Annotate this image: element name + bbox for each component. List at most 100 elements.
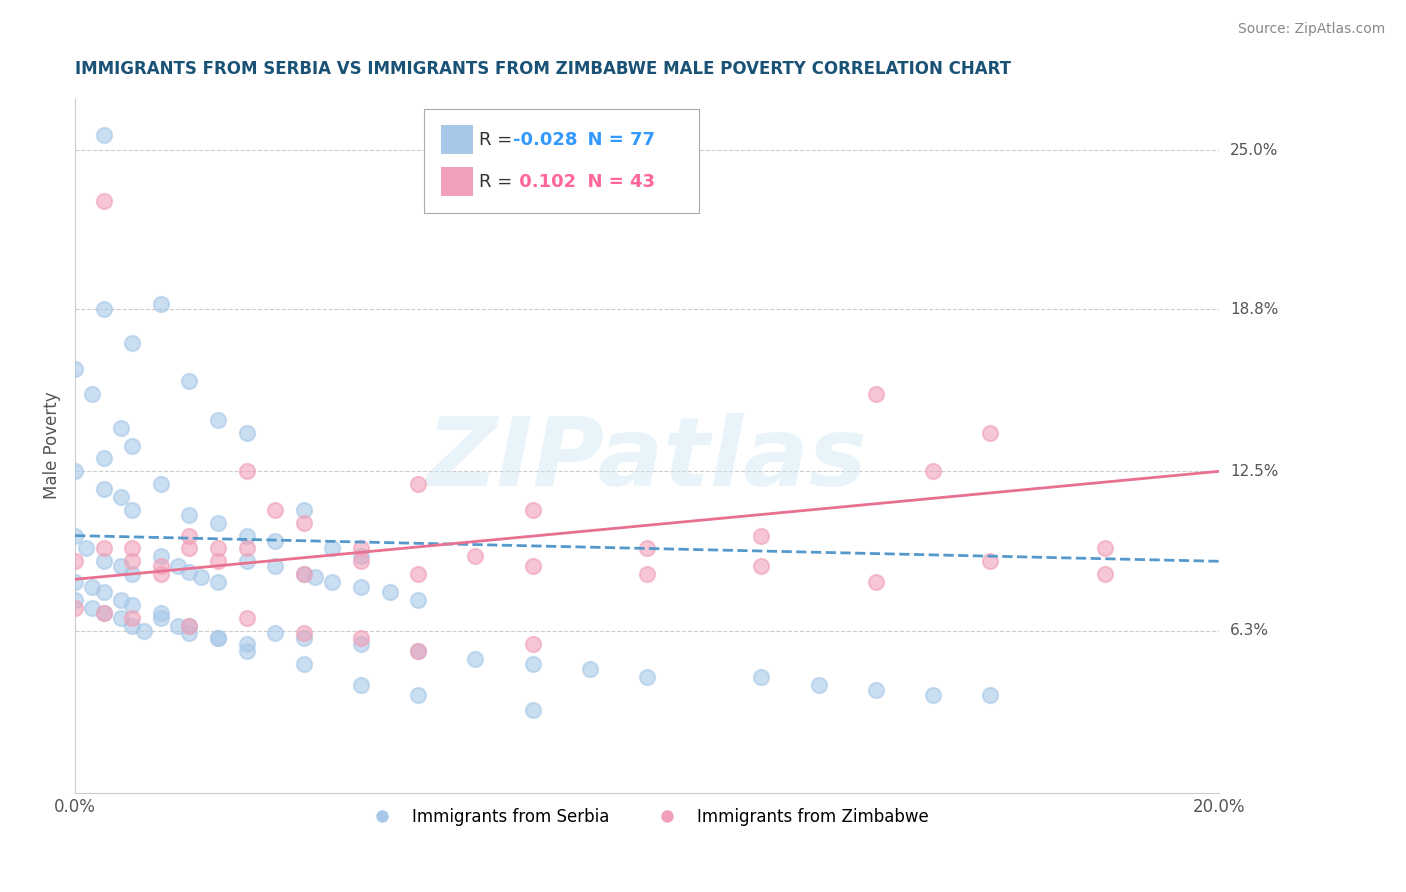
Point (93, 194, 115, 209)
Point (979, 688, 1001, 702)
Point (207, 554, 229, 568)
Point (121, 554, 143, 568)
Point (350, 554, 373, 568)
Point (751, 559, 773, 574)
Point (292, 503, 315, 517)
Point (121, 439, 143, 453)
Point (149, 549, 172, 563)
Text: 0.102: 0.102 (513, 173, 576, 191)
Point (179, 528, 201, 542)
Point (110, 611, 132, 625)
Text: 6.3%: 6.3% (1230, 624, 1270, 638)
Point (132, 624, 155, 638)
Text: R =: R = (479, 130, 517, 149)
Point (292, 632, 315, 646)
Point (110, 420, 132, 434)
Point (350, 678, 373, 692)
Point (292, 567, 315, 582)
Point (235, 541, 257, 556)
Point (579, 662, 602, 676)
Text: 12.5%: 12.5% (1230, 464, 1278, 479)
Point (149, 477, 172, 491)
Point (63, 592, 86, 607)
Point (93, 606, 115, 620)
Point (321, 574, 343, 589)
FancyBboxPatch shape (425, 109, 699, 213)
Point (110, 592, 132, 607)
Point (350, 549, 373, 563)
Point (93, 554, 115, 568)
Point (304, 570, 326, 584)
Point (207, 632, 229, 646)
Point (63, 600, 86, 615)
Point (149, 297, 172, 311)
Point (149, 611, 172, 625)
Point (110, 559, 132, 574)
Point (636, 670, 658, 684)
Point (292, 516, 315, 530)
Point (264, 559, 287, 574)
Point (751, 670, 773, 684)
Point (93, 541, 115, 556)
Point (522, 703, 544, 717)
Point (207, 516, 229, 530)
Point (292, 567, 315, 582)
FancyBboxPatch shape (441, 167, 474, 195)
Point (167, 618, 190, 632)
Point (922, 464, 945, 478)
Point (406, 567, 429, 582)
Point (121, 598, 143, 612)
Point (235, 464, 257, 478)
Point (350, 636, 373, 650)
Text: N = 77: N = 77 (575, 130, 655, 149)
Point (979, 554, 1001, 568)
Point (751, 528, 773, 542)
Point (93, 585, 115, 599)
Point (264, 626, 287, 640)
Text: 18.8%: 18.8% (1230, 301, 1278, 317)
Point (63, 464, 86, 478)
FancyBboxPatch shape (441, 125, 474, 154)
Point (406, 644, 429, 658)
Text: 25.0%: 25.0% (1230, 143, 1278, 158)
Point (167, 559, 190, 574)
Point (522, 559, 544, 574)
Point (235, 554, 257, 568)
Point (865, 574, 887, 589)
Point (464, 549, 486, 563)
Point (179, 565, 201, 579)
Y-axis label: Male Poverty: Male Poverty (44, 392, 60, 500)
Point (149, 606, 172, 620)
Point (350, 541, 373, 556)
Point (75, 541, 97, 556)
Point (235, 636, 257, 650)
Point (865, 682, 887, 697)
Point (865, 387, 887, 401)
Point (207, 413, 229, 427)
Point (121, 611, 143, 625)
Point (63, 361, 86, 376)
Point (406, 477, 429, 491)
Point (979, 425, 1001, 440)
Point (63, 574, 86, 589)
Point (350, 580, 373, 594)
Point (63, 528, 86, 542)
Point (93, 128, 115, 142)
Point (121, 541, 143, 556)
Point (235, 528, 257, 542)
Point (522, 657, 544, 672)
Point (179, 541, 201, 556)
Text: N = 43: N = 43 (575, 173, 655, 191)
Point (93, 451, 115, 466)
Point (235, 425, 257, 440)
Point (93, 483, 115, 497)
Point (121, 567, 143, 582)
Text: IMMIGRANTS FROM SERBIA VS IMMIGRANTS FROM ZIMBABWE MALE POVERTY CORRELATION CHAR: IMMIGRANTS FROM SERBIA VS IMMIGRANTS FRO… (75, 60, 1011, 78)
Point (235, 611, 257, 625)
Point (82, 580, 104, 594)
Point (179, 618, 201, 632)
Text: -0.028: -0.028 (513, 130, 578, 149)
Text: R =: R = (479, 173, 517, 191)
Point (264, 503, 287, 517)
Point (1094, 541, 1116, 556)
